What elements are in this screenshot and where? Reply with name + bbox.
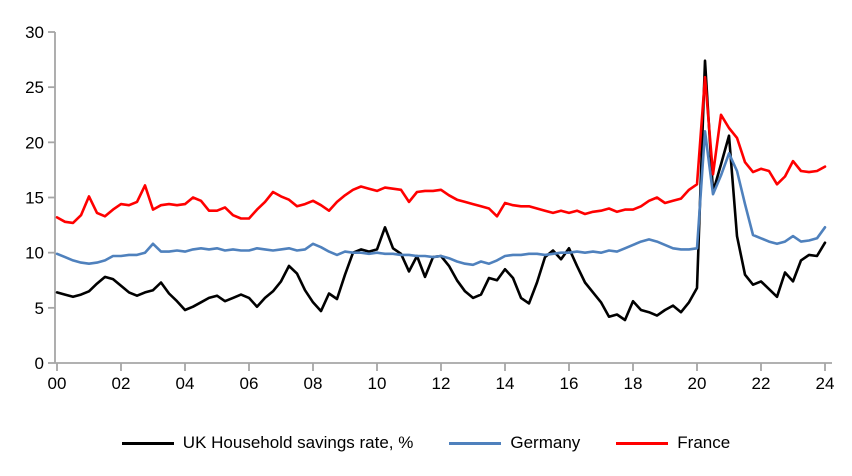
y-tick-label: 0 (35, 354, 44, 373)
x-tick-label: 14 (496, 374, 515, 393)
x-tick-label: 00 (48, 374, 67, 393)
y-tick-label: 5 (35, 299, 44, 318)
x-tick-label: 18 (624, 374, 643, 393)
x-tick-label: 16 (560, 374, 579, 393)
x-tick-label: 12 (432, 374, 451, 393)
x-tick-label: 08 (304, 374, 323, 393)
x-tick-label: 10 (368, 374, 387, 393)
legend-label-germany: Germany (510, 433, 581, 452)
legend-swatch-france (616, 441, 669, 445)
x-tick-label: 02 (112, 374, 131, 393)
chart-legend: UK Household savings rate, % Germany Fra… (0, 433, 852, 453)
legend-item-uk: UK Household savings rate, % (121, 433, 414, 453)
legend-item-france: France (616, 433, 730, 453)
legend-label-uk: UK Household savings rate, % (182, 433, 414, 452)
y-tick-label: 25 (25, 78, 44, 97)
legend-item-germany: Germany (449, 433, 580, 453)
y-tick-label: 30 (25, 23, 44, 42)
y-tick-label: 20 (25, 133, 44, 152)
x-tick-label: 22 (752, 374, 771, 393)
legend-swatch-uk (121, 441, 174, 445)
legend-swatch-germany (449, 441, 502, 445)
x-tick-label: 04 (176, 374, 195, 393)
series-line-1 (55, 130, 827, 267)
legend-label-france: France (677, 433, 731, 452)
x-tick-label: 24 (816, 374, 835, 393)
y-tick-label: 15 (25, 189, 44, 208)
y-tick-label: 10 (25, 244, 44, 263)
x-tick-label: 20 (688, 374, 707, 393)
x-tick-label: 06 (240, 374, 259, 393)
series-line-2 (55, 75, 827, 225)
line-chart: 0 5 10 15 20 25 30 00 02 04 06 08 10 12 14 16 18 20 22 24 (25, 23, 835, 393)
